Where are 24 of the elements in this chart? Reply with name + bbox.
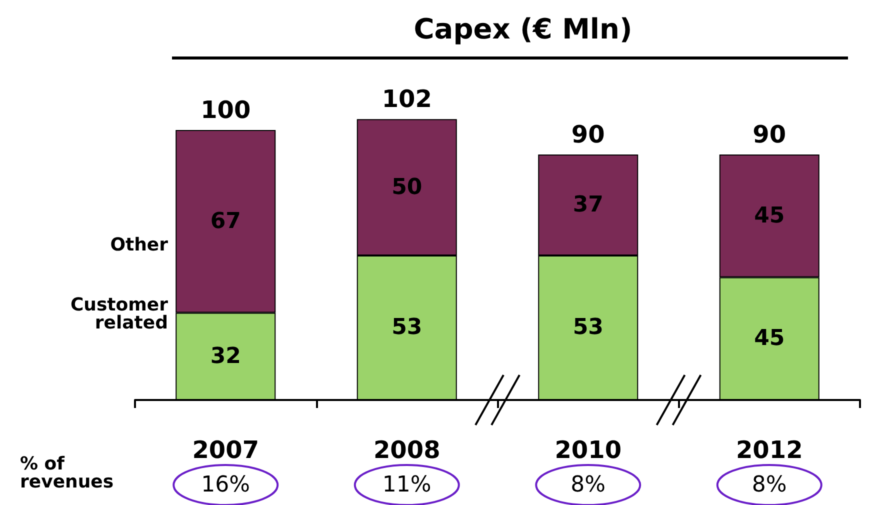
text: 11% — [382, 472, 432, 498]
data-label: 45 — [754, 326, 785, 352]
text: 16% — [201, 472, 250, 498]
text: % of revenues — [20, 454, 114, 492]
data-label: 67 — [210, 208, 241, 234]
total-label: 90 — [752, 120, 786, 149]
data-label: 45 — [754, 203, 785, 228]
text: 8% — [570, 472, 606, 498]
x-tick-label: 2007 — [192, 436, 260, 464]
series-label: Customer related — [70, 294, 168, 334]
data-label: 32 — [210, 344, 241, 369]
x-tick-label: 2010 — [554, 436, 622, 464]
total-label: 100 — [200, 96, 251, 124]
series-label: Other — [110, 234, 168, 256]
text: 8% — [752, 472, 787, 498]
x-tick-label: 2012 — [736, 436, 803, 464]
data-label: 37 — [572, 192, 604, 218]
data-label: 53 — [572, 315, 604, 340]
x-tick-label: 2008 — [373, 436, 440, 464]
total-label: 90 — [571, 120, 605, 149]
data-label: 53 — [392, 315, 422, 340]
chart-title: Capex (€ Mln) — [414, 12, 632, 46]
data-label: 50 — [392, 174, 422, 200]
total-label: 102 — [382, 85, 432, 114]
